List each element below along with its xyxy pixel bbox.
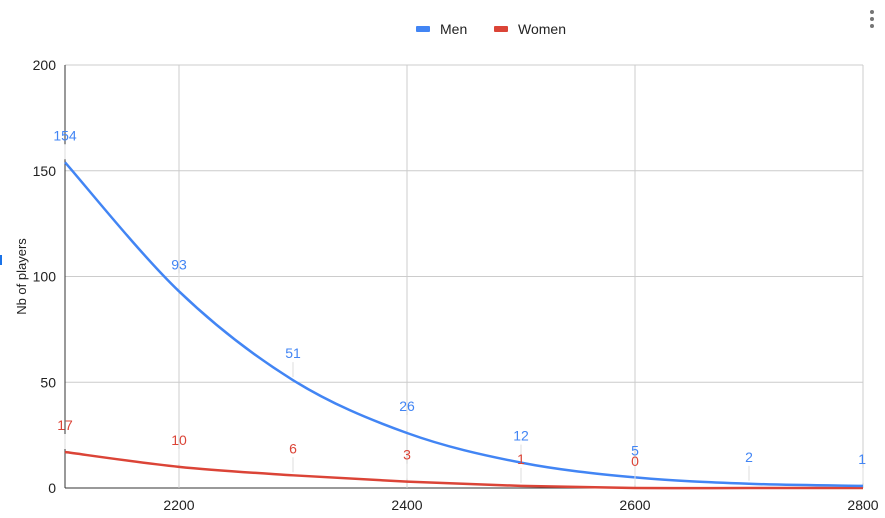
x-tick-label: 2600: [619, 497, 650, 513]
data-label: 0: [631, 453, 639, 469]
data-label: 5: [631, 442, 639, 458]
y-axis-title: Nb of players: [14, 238, 29, 315]
x-tick-label: 2400: [391, 497, 422, 513]
legend-swatch-men: [416, 26, 430, 32]
y-tick-label: 50: [40, 374, 56, 390]
y-tick-label: 100: [33, 269, 57, 285]
data-label: 1: [517, 451, 525, 467]
data-label: 6: [289, 440, 297, 456]
data-label: 1: [858, 451, 866, 467]
data-label: 17: [57, 417, 73, 433]
legend-swatch-women: [494, 26, 508, 32]
data-label: 26: [399, 398, 415, 414]
y-tick-label: 0: [48, 480, 56, 496]
x-tick-label: 2200: [163, 497, 194, 513]
x-tick-label: 2800: [847, 497, 878, 513]
y-tick-label: 200: [33, 57, 57, 73]
data-label: 154: [53, 127, 77, 143]
y-tick-label: 150: [33, 163, 57, 179]
data-label: 51: [285, 345, 301, 361]
data-label: 93: [171, 256, 187, 272]
legend-label: Men: [440, 21, 467, 37]
data-label: 10: [171, 432, 187, 448]
edge-indicator: [0, 255, 2, 265]
data-label: 12: [513, 428, 529, 444]
series-line-men: [64, 161, 864, 488]
more-options-icon[interactable]: [867, 8, 877, 30]
data-label: 3: [403, 447, 411, 463]
data-label: 2: [745, 449, 753, 465]
legend-label: Women: [518, 21, 566, 37]
series-line-women: [64, 450, 863, 490]
